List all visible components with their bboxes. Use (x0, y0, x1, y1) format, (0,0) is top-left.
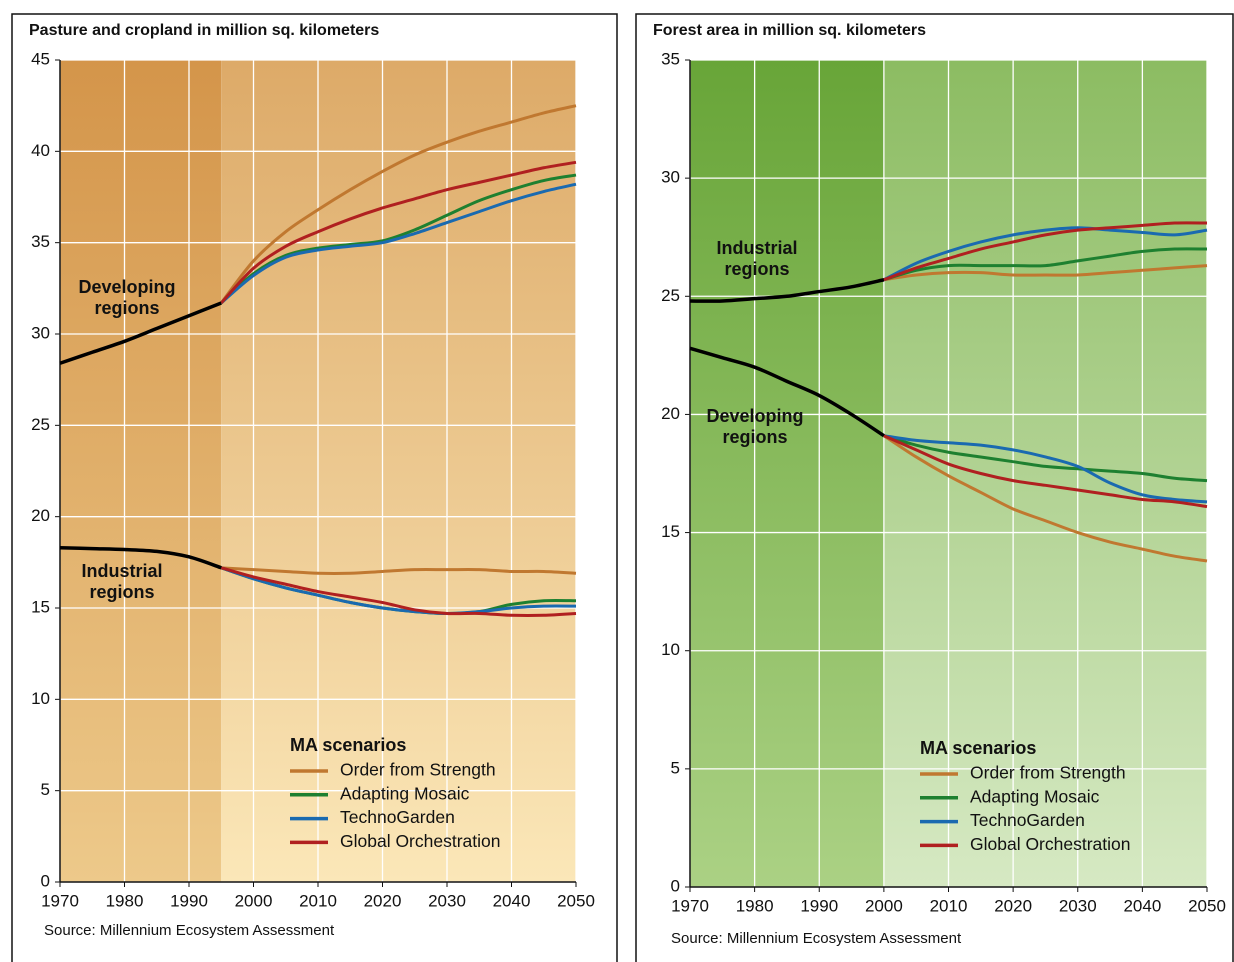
y-tick-label: 10 (661, 640, 680, 659)
x-tick-label: 1980 (736, 896, 774, 915)
legend-label: Global Orchestration (970, 834, 1131, 854)
y-tick-label: 35 (661, 49, 680, 68)
y-tick-label: 25 (661, 286, 680, 305)
x-tick-label: 2010 (930, 896, 968, 915)
scenario-background (221, 60, 576, 882)
region-label: Industrial (716, 238, 797, 258)
history-line (689, 278, 885, 303)
y-tick-label: 40 (31, 141, 50, 160)
x-tick-label: 2000 (235, 891, 273, 910)
x-tick-label: 2040 (1123, 896, 1161, 915)
y-tick-label: 15 (31, 597, 50, 616)
scenario-line (883, 247, 1208, 282)
x-tick-label: 2010 (299, 891, 337, 910)
y-tick-label: 35 (31, 232, 50, 251)
y-tick-label: 20 (661, 404, 680, 423)
y-tick-label: 30 (661, 168, 680, 187)
x-tick-label: 1990 (800, 896, 838, 915)
chart-title: Forest area in million sq. kilometers (653, 22, 926, 39)
chart-title: Pasture and cropland in million sq. kilo… (29, 22, 379, 39)
y-tick-label: 25 (31, 415, 50, 434)
scenario-line (883, 226, 1208, 282)
scenario-line (220, 566, 577, 618)
legend-label: Order from Strength (340, 760, 496, 780)
y-tick-label: 10 (31, 689, 50, 708)
history-line (59, 545, 222, 570)
region-label: regions (722, 427, 787, 447)
history-background (60, 60, 222, 882)
region-label: regions (89, 582, 154, 602)
legend-label: TechnoGarden (970, 810, 1085, 830)
x-tick-label: 2040 (493, 891, 531, 910)
x-tick-label: 1970 (671, 896, 709, 915)
scenario-line (220, 160, 577, 304)
y-tick-label: 45 (31, 49, 50, 68)
x-tick-label: 2050 (557, 891, 595, 910)
history-line (59, 301, 222, 365)
source-note: Source: Millennium Ecosystem Assessment (671, 930, 962, 947)
legend-label: Global Orchestration (340, 831, 501, 851)
source-note: Source: Millennium Ecosystem Assessment (44, 922, 335, 939)
scenario-line (883, 221, 1208, 282)
scenario-line (883, 434, 1208, 504)
x-tick-label: 1970 (41, 891, 79, 910)
history-line (689, 346, 885, 438)
y-tick-label: 5 (671, 758, 680, 777)
x-tick-label: 2030 (428, 891, 466, 910)
scenario-line (220, 173, 577, 305)
y-tick-label: 0 (671, 876, 680, 895)
region-label: Developing (706, 406, 803, 426)
y-tick-label: 30 (31, 323, 50, 342)
legend-label: Adapting Mosaic (340, 783, 470, 803)
x-tick-label: 2030 (1059, 896, 1097, 915)
scenario-line (883, 264, 1208, 282)
legend-label: Adapting Mosaic (970, 786, 1100, 806)
legend-label: TechnoGarden (340, 807, 455, 827)
x-tick-label: 2020 (364, 891, 402, 910)
legend-title: MA scenarios (920, 738, 1036, 758)
x-tick-label: 1990 (170, 891, 208, 910)
scenario-line (221, 566, 577, 576)
x-tick-label: 2000 (865, 896, 903, 915)
x-tick-label: 2050 (1188, 896, 1226, 915)
region-label: Developing (78, 277, 175, 297)
scenario-line (883, 434, 1208, 563)
y-tick-label: 15 (661, 522, 680, 541)
x-tick-label: 2020 (994, 896, 1032, 915)
scenario-line (883, 434, 1208, 483)
region-label: Industrial (81, 561, 162, 581)
region-label: regions (724, 259, 789, 279)
x-tick-label: 1980 (106, 891, 144, 910)
scenario-line (220, 566, 577, 615)
history-background (690, 60, 884, 887)
scenario-line (883, 434, 1208, 509)
y-tick-label: 0 (41, 871, 50, 890)
y-tick-label: 20 (31, 506, 50, 525)
legend-label: Order from Strength (970, 763, 1126, 783)
y-tick-label: 5 (41, 780, 50, 799)
region-label: regions (94, 298, 159, 318)
legend-title: MA scenarios (290, 735, 406, 755)
scenario-line (220, 182, 577, 305)
scenario-line (220, 104, 577, 304)
